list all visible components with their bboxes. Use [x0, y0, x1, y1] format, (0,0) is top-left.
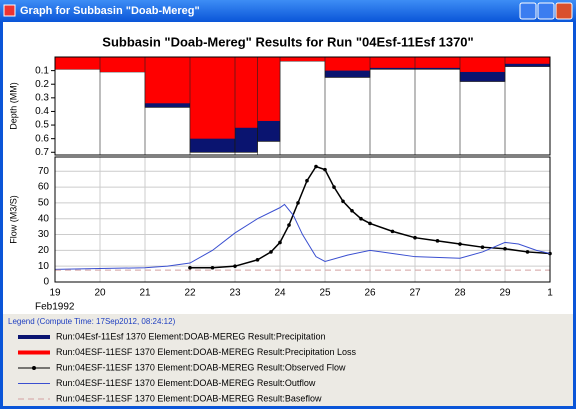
bar: [55, 57, 100, 70]
x-tick-label: 21: [139, 288, 151, 299]
bar: [370, 57, 415, 68]
bar: [280, 57, 325, 62]
y-tick-label: 10: [38, 261, 50, 272]
series-line: [54, 203, 551, 270]
x-tick-label: 27: [409, 288, 421, 299]
x-axis-label: Feb1992: [35, 302, 75, 313]
x-tick-label: 20: [94, 288, 106, 299]
x-tick-label: 19: [49, 288, 61, 299]
legend-label: Run:04ESF-11ESF 1370 Element:DOAB-MEREG …: [56, 378, 316, 388]
marker: [210, 265, 215, 270]
legend-label: Run:04Esf-11Esf 1370 Element:DOAB-MEREG …: [56, 331, 325, 341]
x-tick-label: 25: [319, 288, 331, 299]
bar: [460, 57, 505, 72]
y-tick-label: 70: [38, 166, 50, 177]
y-tick-label: 0.7: [35, 147, 49, 158]
plot-frame: [54, 56, 551, 156]
y-tick-label: 0: [43, 277, 49, 288]
marker: [255, 258, 260, 262]
marker: [368, 221, 372, 226]
marker: [323, 167, 327, 172]
x-tick-label: 26: [364, 288, 376, 299]
x-tick-label: 28: [454, 288, 466, 299]
y-tick-label: 0.5: [35, 120, 49, 131]
marker: [350, 208, 354, 213]
bar: [235, 57, 258, 128]
bar: [100, 57, 145, 72]
maximize-button[interactable]: [537, 2, 555, 20]
chart-title: Subbasin "Doab-Mereg" Results for Run "0…: [102, 34, 473, 49]
marker: [305, 178, 309, 183]
x-tick-label: 1: [547, 288, 553, 299]
marker: [458, 242, 462, 246]
marker: [287, 223, 291, 227]
x-tick-label: 29: [499, 288, 511, 299]
y-tick-label: 60: [38, 182, 50, 193]
legend-title: Legend (Compute Time: 17Sep2012, 08:24:1…: [8, 317, 176, 326]
marker: [480, 245, 485, 249]
y-tick-label: 0.6: [35, 133, 49, 144]
y-tick-label: 40: [38, 213, 50, 224]
title-bar: [0, 0, 576, 22]
marker: [503, 246, 507, 251]
legend-label: Run:04ESF-11ESF 1370 Element:DOAB-MEREG …: [56, 393, 322, 403]
marker: [435, 239, 440, 243]
y-tick-label: 0.2: [35, 79, 49, 90]
x-tick-label: 22: [184, 288, 196, 299]
bar: [145, 57, 190, 104]
marker: [314, 164, 318, 169]
close-button[interactable]: [555, 2, 573, 20]
marker: [341, 199, 345, 204]
bar: [415, 57, 460, 68]
bar: [505, 57, 550, 64]
bar: [257, 57, 280, 121]
legend-label: Run:04ESF-11ESF 1370 Element:DOAB-MEREG …: [56, 347, 356, 357]
y-axis-label: Depth (MM): [8, 82, 18, 130]
plot-frame: [54, 156, 551, 283]
y-tick-label: 0.4: [35, 106, 49, 117]
marker: [269, 250, 273, 254]
legend-marker: [32, 366, 36, 370]
y-tick-label: 50: [38, 198, 50, 209]
y-tick-label: 20: [38, 245, 50, 256]
legend-panel: [3, 314, 573, 406]
y-axis-label: Flow (M3/S): [8, 195, 18, 244]
y-tick-label: 0.3: [35, 92, 49, 103]
marker: [233, 264, 237, 268]
bar: [190, 57, 235, 139]
legend-label: Run:04ESF-11ESF 1370 Element:DOAB-MEREG …: [56, 362, 346, 372]
marker: [390, 229, 395, 234]
marker: [525, 250, 530, 254]
x-tick-label: 24: [274, 288, 286, 299]
series-line: [190, 165, 551, 269]
minimize-button[interactable]: [519, 2, 537, 20]
app-icon: [3, 4, 16, 17]
marker: [296, 201, 300, 205]
marker: [359, 216, 363, 221]
window-title: Graph for Subbasin "Doab-Mereg": [20, 5, 200, 17]
marker: [188, 265, 192, 270]
x-tick-label: 23: [229, 288, 241, 299]
bar: [325, 57, 370, 71]
y-tick-label: 30: [38, 229, 50, 240]
marker: [332, 185, 336, 189]
y-tick-label: 0.1: [35, 65, 49, 76]
marker: [278, 240, 282, 245]
marker: [413, 235, 417, 240]
